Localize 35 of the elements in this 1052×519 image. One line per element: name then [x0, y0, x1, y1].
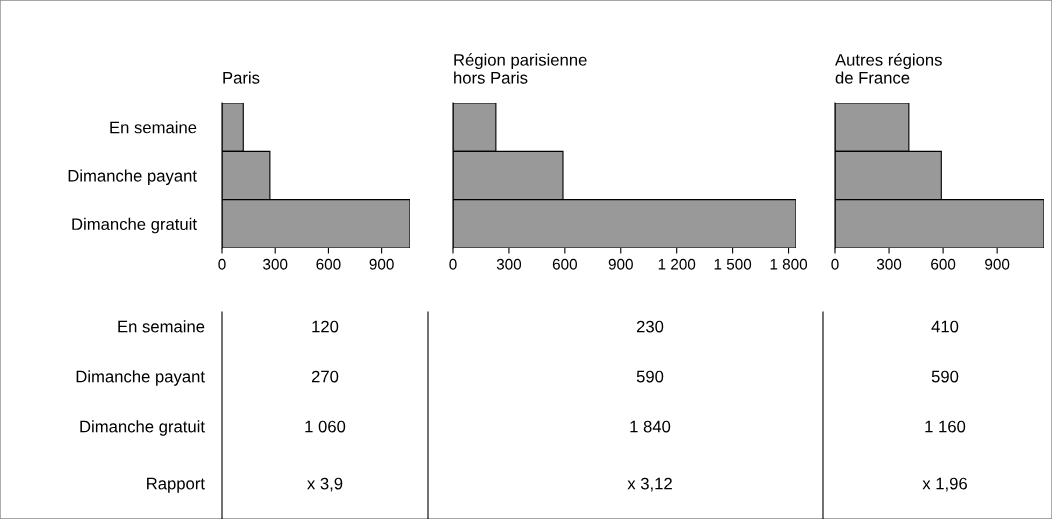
text: 1 060: [305, 420, 346, 433]
text: Rapport: [147, 477, 205, 493]
x-tick-label: 600: [316, 258, 341, 270]
text: 590: [931, 370, 959, 383]
chart-title: Autres régions de France: [835, 53, 942, 84]
x-tick-label: 300: [496, 258, 522, 270]
x-tick-label: 900: [985, 258, 1010, 270]
text: x 1,96: [922, 477, 967, 492]
text: 590: [636, 370, 664, 383]
text: En semaine: [118, 320, 205, 333]
y-tick-label: Dimanche payant: [68, 169, 197, 185]
x-tick-label: 300: [263, 258, 288, 270]
x-tick-label: 900: [369, 258, 394, 270]
x-tick-label: 1 800: [770, 258, 808, 270]
text: 1 160: [925, 420, 966, 433]
y-tick-label: En semaine: [110, 121, 197, 134]
text: 270: [311, 370, 339, 383]
chart-title: Région parisienne hors Paris: [454, 53, 587, 84]
text: 120: [312, 320, 339, 333]
x-tick-label: 600: [552, 258, 577, 270]
x-tick-label: 1 200: [658, 258, 696, 270]
chart-title: Paris: [223, 71, 260, 84]
text: 1 840: [630, 420, 671, 433]
text: 410: [931, 320, 959, 333]
x-tick-label: 0: [218, 258, 226, 270]
x-tick-label: 0: [831, 258, 839, 270]
x-tick-label: 300: [876, 258, 902, 270]
text: 230: [636, 320, 664, 333]
y-tick-label: Dimanche gratuit: [72, 217, 197, 234]
text: x 3,12: [627, 477, 672, 492]
x-tick-label: 600: [931, 258, 956, 270]
x-tick-label: 900: [608, 258, 633, 270]
x-tick-label: 0: [449, 258, 457, 270]
x-tick-label: 1 500: [714, 258, 752, 270]
text: x 3,9: [307, 477, 343, 492]
